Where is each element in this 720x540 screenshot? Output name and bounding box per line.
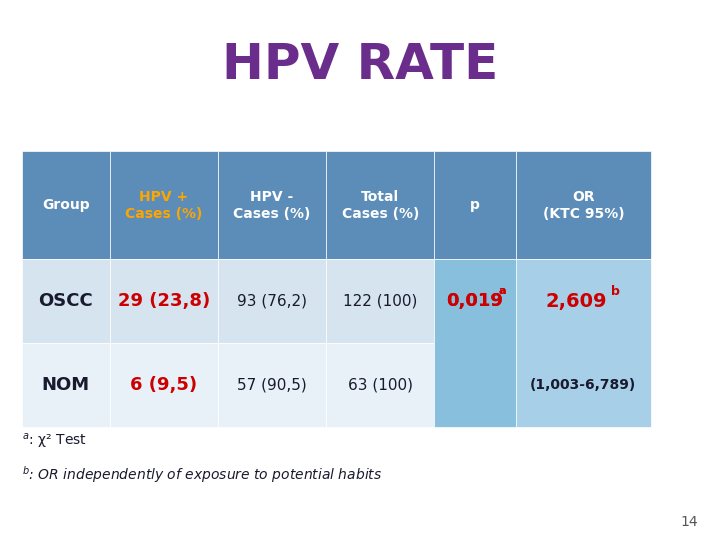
- Text: 29 (23,8): 29 (23,8): [117, 292, 210, 310]
- FancyBboxPatch shape: [109, 259, 218, 343]
- Text: HPV +
Cases (%): HPV + Cases (%): [125, 190, 202, 221]
- Text: 57 (90,5): 57 (90,5): [237, 377, 307, 392]
- Text: OSCC: OSCC: [38, 292, 93, 310]
- Text: HPV -
Cases (%): HPV - Cases (%): [233, 190, 311, 221]
- Text: a: a: [499, 286, 506, 296]
- Text: $^{b}$: OR independently of exposure to potential habits: $^{b}$: OR independently of exposure to …: [22, 464, 382, 485]
- Text: 0,019: 0,019: [446, 292, 503, 310]
- Text: Group: Group: [42, 198, 89, 212]
- FancyBboxPatch shape: [218, 343, 326, 427]
- FancyBboxPatch shape: [434, 151, 516, 259]
- FancyBboxPatch shape: [516, 259, 651, 427]
- Text: 0,019: 0,019: [446, 292, 503, 310]
- Text: p: p: [470, 198, 480, 212]
- Text: b: b: [611, 285, 620, 298]
- Text: 63 (100): 63 (100): [348, 377, 413, 392]
- FancyBboxPatch shape: [326, 151, 434, 259]
- FancyBboxPatch shape: [22, 343, 109, 427]
- Text: 2,609: 2,609: [545, 292, 607, 310]
- FancyBboxPatch shape: [434, 176, 516, 343]
- Text: $^{a}$: χ² Test: $^{a}$: χ² Test: [22, 432, 86, 451]
- Text: a: a: [499, 286, 506, 296]
- Text: HPV RATE: HPV RATE: [222, 41, 498, 89]
- FancyBboxPatch shape: [22, 151, 109, 259]
- Text: Total
Cases (%): Total Cases (%): [341, 190, 419, 221]
- FancyBboxPatch shape: [516, 151, 651, 259]
- Text: OR
(KTC 95%): OR (KTC 95%): [543, 190, 624, 221]
- Text: NOM: NOM: [42, 376, 90, 394]
- FancyBboxPatch shape: [22, 259, 109, 343]
- FancyBboxPatch shape: [218, 259, 326, 343]
- FancyBboxPatch shape: [109, 151, 218, 259]
- FancyBboxPatch shape: [326, 259, 434, 343]
- FancyBboxPatch shape: [109, 343, 218, 427]
- Text: 14: 14: [681, 515, 698, 529]
- Text: 122 (100): 122 (100): [343, 294, 418, 308]
- Text: 6 (9,5): 6 (9,5): [130, 376, 197, 394]
- FancyBboxPatch shape: [434, 259, 516, 427]
- Text: (1,003-6,789): (1,003-6,789): [530, 378, 636, 392]
- Text: 93 (76,2): 93 (76,2): [237, 294, 307, 308]
- FancyBboxPatch shape: [218, 151, 326, 259]
- FancyBboxPatch shape: [326, 343, 434, 427]
